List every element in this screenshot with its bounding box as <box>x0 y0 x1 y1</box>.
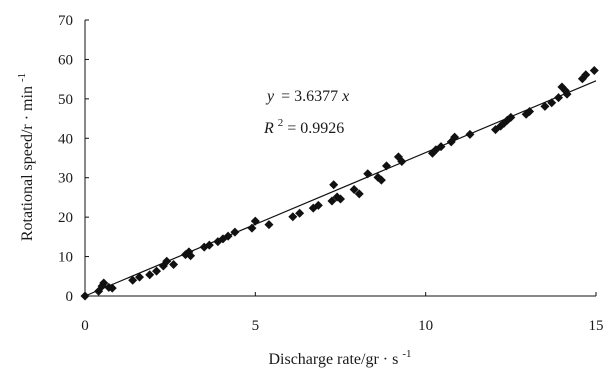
data-point <box>589 65 599 75</box>
r-squared-label: R 2 = 0.9926 <box>263 113 344 137</box>
data-point <box>376 175 386 185</box>
data-point <box>547 98 557 108</box>
x-tick-label: 5 <box>252 318 260 334</box>
equation-line: y = 3.6377 x <box>265 88 349 105</box>
data-point <box>336 194 345 204</box>
data-point <box>145 270 155 280</box>
data-point <box>264 220 274 230</box>
data-point <box>525 106 535 116</box>
ticks: 0 10 20 30 40 50 60 70 0 5 10 15 <box>58 13 604 334</box>
data-point <box>562 89 572 99</box>
data-point <box>223 231 233 241</box>
data-point <box>363 169 373 179</box>
y-tick-label: 30 <box>58 171 73 187</box>
data-point <box>230 227 240 237</box>
y-tick-label: 0 <box>66 289 74 305</box>
data-points <box>80 65 599 301</box>
x-tick-label: 10 <box>418 318 433 334</box>
data-point <box>152 266 162 276</box>
data-point <box>381 161 391 171</box>
x-tick-label: 15 <box>589 318 604 334</box>
data-point <box>247 223 257 233</box>
data-point <box>169 259 179 269</box>
data-point <box>204 240 214 250</box>
data-point <box>581 70 591 80</box>
data-point <box>491 125 501 135</box>
data-point <box>465 129 475 139</box>
data-point <box>313 200 323 210</box>
data-point <box>80 291 90 301</box>
data-point <box>436 142 446 152</box>
axes <box>84 20 596 297</box>
data-point <box>135 272 145 282</box>
data-point <box>107 283 117 293</box>
y-tick-label: 50 <box>58 92 73 108</box>
y-axis-title: Rotational speed/r · min -1 <box>16 73 36 241</box>
x-tick-label: 0 <box>81 318 89 334</box>
y-tick-label: 70 <box>58 13 73 29</box>
data-point <box>288 212 298 222</box>
data-point <box>329 180 339 190</box>
y-tick-label: 40 <box>58 131 73 147</box>
data-point <box>554 93 564 103</box>
y-tick-label: 60 <box>58 52 73 68</box>
x-axis-title: Discharge rate/gr · s -1 <box>268 348 411 368</box>
data-point <box>295 208 305 218</box>
data-point <box>327 196 337 206</box>
data-point <box>506 112 516 122</box>
data-point <box>397 157 407 167</box>
data-point <box>540 101 550 111</box>
data-point <box>186 251 196 261</box>
data-point <box>349 185 359 195</box>
y-tick-label: 20 <box>58 210 73 226</box>
data-point <box>250 216 260 226</box>
data-point <box>128 275 138 285</box>
y-tick-label: 10 <box>58 250 73 266</box>
data-point <box>354 189 364 199</box>
data-point <box>99 278 109 288</box>
data-point <box>162 256 172 266</box>
data-point <box>450 132 460 142</box>
